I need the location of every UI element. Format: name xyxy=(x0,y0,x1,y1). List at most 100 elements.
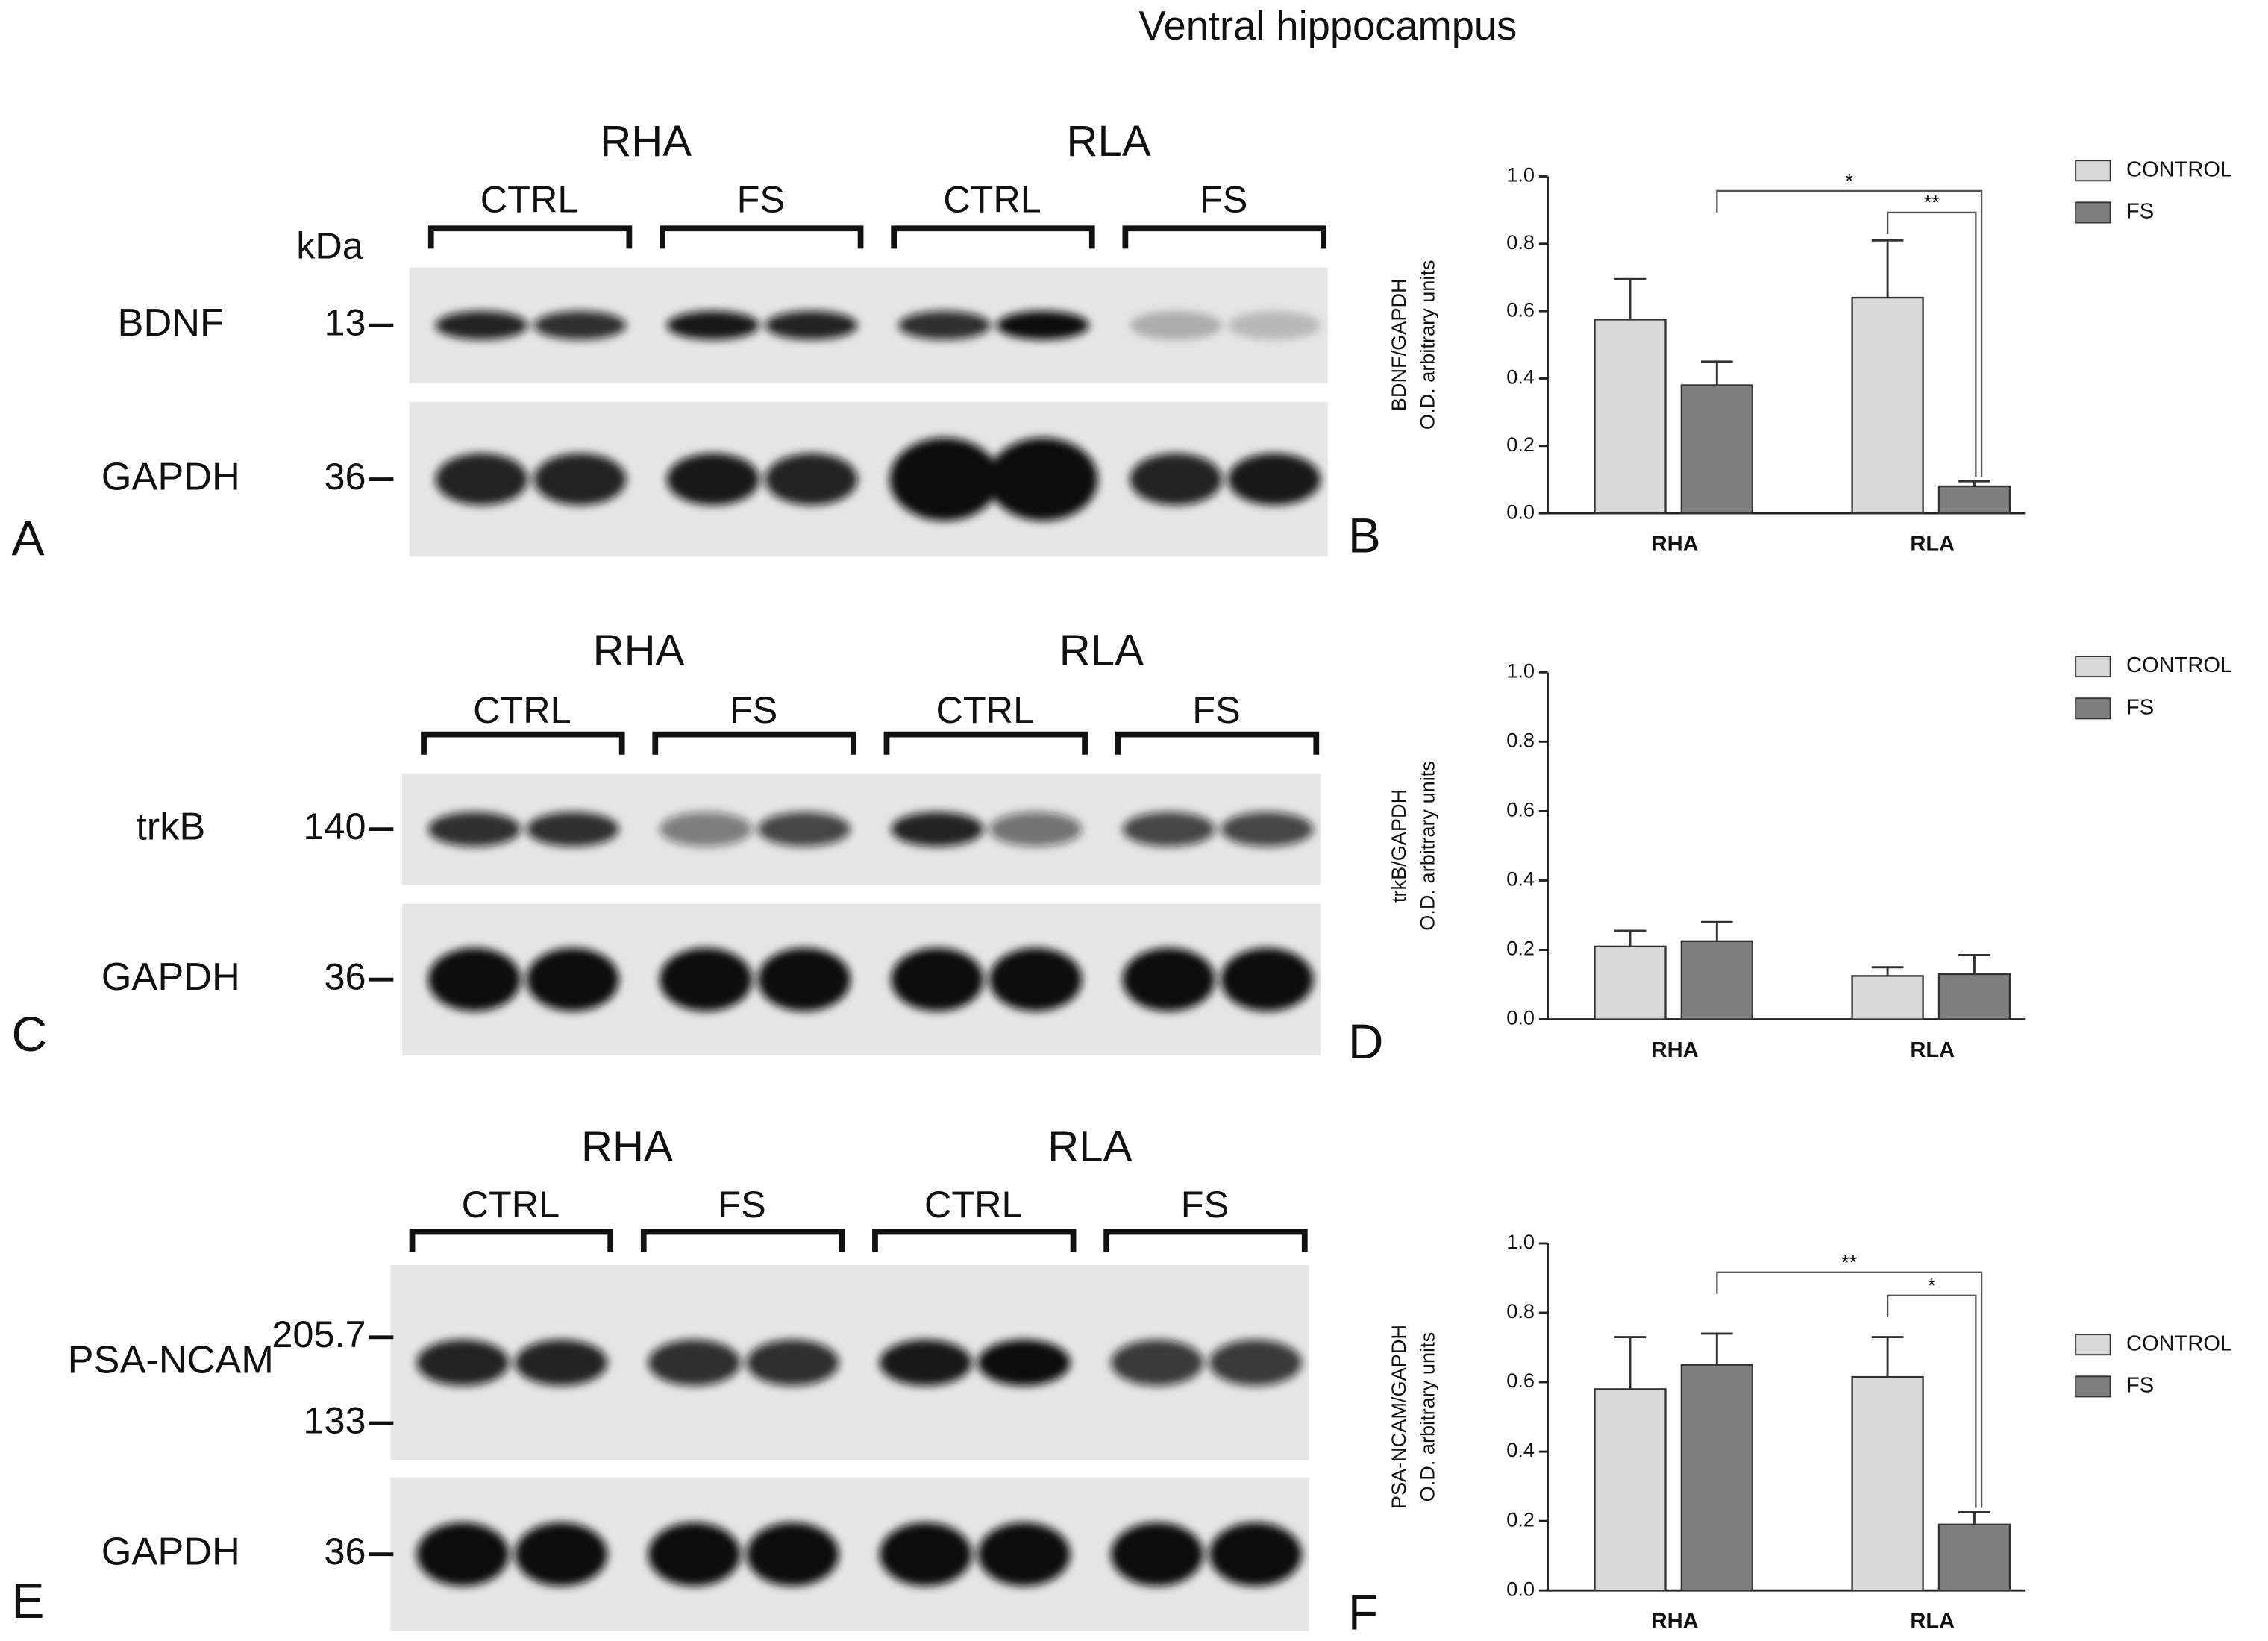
error-bar xyxy=(1701,1332,1733,1365)
y-axis-label: BDNF/GAPDH xyxy=(1387,278,1410,411)
subgroup-label: FS xyxy=(730,688,777,731)
y-axis-label: PSA-NCAM/GAPDH xyxy=(1387,1325,1410,1509)
marker-label: 36 xyxy=(324,455,366,498)
blot-bands xyxy=(427,947,1314,1011)
band xyxy=(526,947,619,1011)
band xyxy=(648,1522,741,1587)
band xyxy=(1209,1522,1302,1587)
band xyxy=(765,453,858,506)
error-bar xyxy=(1871,239,1904,298)
band xyxy=(879,1522,972,1587)
band xyxy=(416,1522,510,1587)
legend-label: CONTROL xyxy=(2126,157,2232,181)
band xyxy=(1221,812,1314,847)
significance-label: ** xyxy=(1841,1250,1858,1273)
band xyxy=(1122,812,1215,847)
significance-label: * xyxy=(1928,1273,1936,1296)
x-tick-label: RHA xyxy=(1652,1038,1699,1062)
band xyxy=(533,310,627,340)
blot-bands xyxy=(416,1339,1302,1386)
panel-letter: E xyxy=(12,1573,45,1628)
y-tick-label: 0.8 xyxy=(1506,230,1535,254)
band xyxy=(427,812,521,847)
band xyxy=(515,1522,608,1587)
error-bar xyxy=(1614,929,1647,947)
bar xyxy=(1937,485,2011,515)
bar xyxy=(1680,384,1753,515)
error-bar xyxy=(1614,277,1647,320)
subgroup-label: CTRL xyxy=(924,1183,1023,1226)
band xyxy=(526,812,619,847)
band xyxy=(891,947,984,1011)
bar xyxy=(1937,973,2011,1020)
error-bar xyxy=(1871,966,1904,976)
bracket xyxy=(427,225,633,249)
band xyxy=(435,310,528,340)
marker-label: 140 xyxy=(303,805,366,847)
bar xyxy=(1594,1388,1667,1592)
y-tick-label: 0.6 xyxy=(1506,1369,1535,1392)
group-label: RHA xyxy=(581,1122,673,1170)
error-bar xyxy=(1958,954,1990,975)
y-tick-label: 0.4 xyxy=(1506,1438,1535,1461)
marker-label: 133 xyxy=(303,1399,366,1441)
protein-label: GAPDH xyxy=(101,1531,240,1574)
group-label: RLA xyxy=(1059,626,1144,674)
y-tick-label: 0.0 xyxy=(1506,1006,1535,1029)
subgroup-label: CTRL xyxy=(480,178,579,221)
error-bar xyxy=(1614,1336,1647,1390)
y-axis-label: O.D. arbitrary units xyxy=(1416,1332,1439,1502)
panel-letter: B xyxy=(1348,507,1381,562)
legend-swatch xyxy=(2075,656,2111,678)
significance-label: ** xyxy=(1924,190,1940,213)
error-bar xyxy=(1958,1511,1990,1525)
y-tick-label: 0.8 xyxy=(1506,1299,1535,1322)
bracket xyxy=(891,225,1095,249)
bar xyxy=(1594,945,1667,1020)
y-tick-label: 0.2 xyxy=(1506,1507,1535,1531)
band xyxy=(660,947,753,1011)
bracket xyxy=(1122,225,1326,249)
subgroup-label: CTRL xyxy=(473,688,571,731)
y-tick-label: 1.0 xyxy=(1506,1230,1535,1253)
subgroup-label: FS xyxy=(718,1183,765,1226)
band xyxy=(879,1339,972,1386)
blot-bands xyxy=(435,310,1321,340)
band xyxy=(666,310,759,340)
y-tick-label: 0.4 xyxy=(1506,867,1535,891)
panel-letter: D xyxy=(1348,1014,1384,1069)
y-axis-label: O.D. arbitrary units xyxy=(1416,260,1439,430)
bracket xyxy=(409,1229,614,1252)
subgroup-label: CTRL xyxy=(462,1183,560,1226)
panel-letter: A xyxy=(12,510,45,565)
subgroup-label: FS xyxy=(737,178,785,221)
bar xyxy=(1937,1523,2011,1592)
bar xyxy=(1680,940,1753,1020)
band xyxy=(757,947,850,1011)
y-tick-label: 1.0 xyxy=(1506,163,1535,186)
subgroup-label: FS xyxy=(1192,688,1240,731)
legend-swatch xyxy=(2075,1334,2111,1356)
legend-swatch xyxy=(2075,160,2111,182)
band xyxy=(660,812,753,847)
band xyxy=(988,437,1098,521)
band xyxy=(765,310,858,340)
group-label: RLA xyxy=(1047,1122,1132,1170)
significance-bracket xyxy=(1716,1271,1983,1508)
legend-label: FS xyxy=(2126,1374,2154,1398)
y-tick-label: 0.6 xyxy=(1506,798,1535,821)
band xyxy=(666,453,759,506)
significance-bracket xyxy=(1886,211,1977,477)
x-tick-label: RLA xyxy=(1910,1038,1955,1062)
subgroup-label: FS xyxy=(1181,1183,1229,1226)
subgroup-label: CTRL xyxy=(936,688,1035,731)
bar xyxy=(1851,296,1924,515)
group-label: RLA xyxy=(1067,117,1151,166)
y-tick-label: 0.0 xyxy=(1506,1577,1535,1600)
band xyxy=(648,1339,741,1386)
blot-bands xyxy=(427,812,1314,847)
band xyxy=(515,1339,608,1386)
error-bar xyxy=(1701,360,1733,386)
subgroup-label: CTRL xyxy=(943,178,1041,221)
